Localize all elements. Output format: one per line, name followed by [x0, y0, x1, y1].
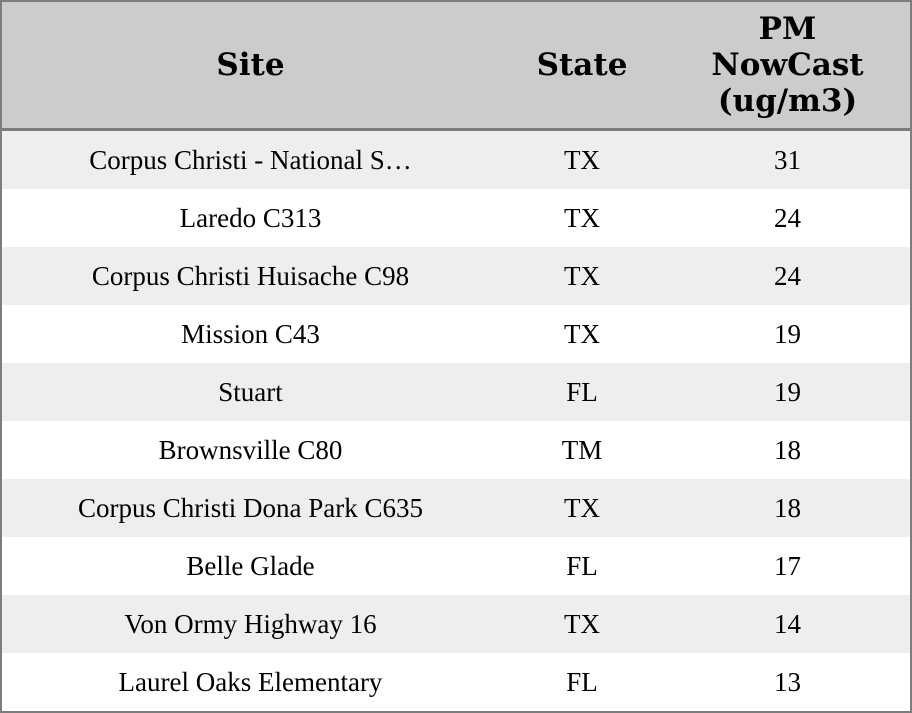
pm-cell: 24 [774, 202, 801, 233]
state-cell: TX [564, 492, 600, 523]
site-cell: Belle Glade [186, 550, 315, 581]
site-column-header[interactable]: Site [1, 1, 499, 131]
pm-cell: 14 [774, 608, 801, 639]
site-cell: Corpus Christi Huisache C98 [91, 260, 410, 291]
site-column-header-label: Site [216, 46, 285, 83]
site-cell: Mission C43 [181, 318, 320, 349]
state-cell: TX [564, 608, 600, 639]
pm-cell: 19 [774, 376, 801, 407]
pm-cell: 18 [774, 492, 801, 523]
site-cell: Von Ormy Highway 16 [124, 608, 377, 639]
state-cell: FL [566, 550, 598, 581]
site-cell: Stuart [218, 376, 283, 407]
pm-cell: 31 [774, 144, 801, 175]
table-row: Corpus Christi - National S… TX 31 [1, 129, 911, 189]
state-cell: TX [564, 318, 600, 349]
state-cell: FL [566, 376, 598, 407]
pm-cell: 18 [774, 434, 801, 465]
site-cell: Laurel Oaks Elementary [118, 666, 383, 697]
state-cell: TX [564, 202, 600, 233]
state-cell: TM [561, 434, 603, 465]
pm-cell: 17 [774, 550, 801, 581]
table-row: Von Ormy Highway 16 TX 14 [1, 595, 911, 653]
table-row: Laurel Oaks Elementary FL 13 [1, 653, 911, 712]
state-cell: TX [564, 144, 600, 175]
state-column-header-label: State [536, 46, 628, 83]
pm-nowcast-column-header-label: PM NowCast (ug/m3) [711, 10, 864, 120]
table-row: Laredo C313 TX 24 [1, 189, 911, 247]
table-body: Corpus Christi - National S… TX 31 Lared… [1, 129, 911, 712]
table-row: Corpus Christi Huisache C98 TX 24 [1, 247, 911, 305]
pm-cell: 24 [774, 260, 801, 291]
site-cell: Brownsville C80 [158, 434, 343, 465]
state-cell: TX [564, 260, 600, 291]
table-row: Mission C43 TX 19 [1, 305, 911, 363]
pm-nowcast-column-header[interactable]: PM NowCast (ug/m3) [665, 1, 911, 131]
table-header: Site State PM NowCast (ug/m3) [1, 1, 911, 131]
site-cell: Laredo C313 [179, 202, 322, 233]
site-cell: Corpus Christi - National S… [89, 144, 412, 175]
site-cell: Corpus Christi Dona Park C635 [77, 492, 423, 523]
table-row: Brownsville C80 TM 18 [1, 421, 911, 479]
header-row: Site State PM NowCast (ug/m3) [1, 1, 911, 131]
state-column-header[interactable]: State [499, 1, 665, 131]
pm-cell: 19 [774, 318, 801, 349]
table-row: Corpus Christi Dona Park C635 TX 18 [1, 479, 911, 537]
state-cell: FL [566, 666, 598, 697]
table-row: Belle Glade FL 17 [1, 537, 911, 595]
table-row: Stuart FL 19 [1, 363, 911, 421]
pm-cell: 13 [774, 666, 801, 697]
